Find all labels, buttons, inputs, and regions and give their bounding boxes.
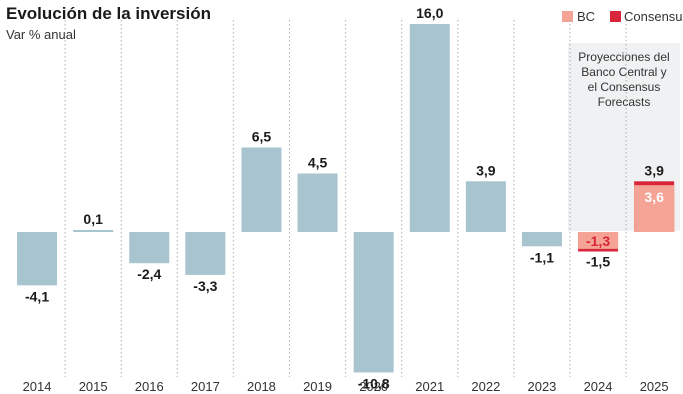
- bar-2018: [241, 147, 282, 232]
- value-label-consensus-2025: 3,9: [644, 162, 664, 178]
- bar-2015: [73, 230, 114, 232]
- bar-2017: [185, 232, 226, 275]
- value-label-2014: -4,1: [25, 288, 49, 304]
- value-label-2018: 6,5: [252, 129, 272, 145]
- value-label-bc-2025: 3,6: [644, 189, 664, 205]
- projection-note: Proyecciones del Banco Central y el Cons…: [578, 50, 669, 109]
- chart-subtitle: Var % anual: [6, 27, 76, 42]
- projection-note-line: Forecasts: [598, 95, 651, 109]
- value-label-2015: 0,1: [83, 211, 103, 227]
- x-tick-label: 2017: [191, 379, 220, 394]
- value-label-2021: 16,0: [416, 5, 443, 21]
- chart-title: Evolución de la inversión: [6, 4, 211, 23]
- bar-2023: [521, 232, 562, 247]
- legend: BC Consensus: [562, 9, 683, 24]
- legend-swatch-consensus: [610, 11, 621, 22]
- bar-2019: [297, 173, 338, 232]
- x-tick-label: 2015: [79, 379, 108, 394]
- x-tick-label: 2018: [247, 379, 276, 394]
- bar-2016: [129, 232, 170, 264]
- projection-note-line: Proyecciones del: [578, 50, 669, 64]
- x-axis-ticks: 2014 2015 2016 2017 2018 2019 2020 2021 2022 2023…: [23, 379, 669, 394]
- value-label-2023: -1,1: [530, 249, 554, 265]
- x-tick-label: 2019: [303, 379, 332, 394]
- value-label-2020: -10,8: [358, 375, 390, 391]
- x-tick-label: 2014: [23, 379, 52, 394]
- value-label-2017: -3,3: [193, 278, 217, 294]
- value-label-2019: 4,5: [308, 155, 328, 171]
- x-tick-label: 2025: [640, 379, 669, 394]
- bar-bc-2024: [578, 232, 619, 249]
- x-tick-label: 2023: [527, 379, 556, 394]
- legend-label-bc: BC: [577, 9, 595, 24]
- bar-2022: [465, 181, 506, 232]
- value-label-2016: -2,4: [137, 266, 161, 282]
- value-label-2022: 3,9: [476, 162, 496, 178]
- projection-note-line: Banco Central y: [581, 65, 666, 79]
- bar-2014: [17, 232, 58, 286]
- bar-2021: [409, 24, 450, 232]
- bar-2020: [353, 232, 394, 373]
- x-tick-label: 2022: [471, 379, 500, 394]
- x-tick-label: 2020: [359, 379, 388, 394]
- bars: [17, 24, 675, 373]
- x-tick-label: 2016: [135, 379, 164, 394]
- projection-note-line: el Consensus: [588, 80, 661, 94]
- x-tick-label: 2024: [584, 379, 613, 394]
- value-label-consensus-2024: -1,5: [586, 254, 610, 270]
- legend-swatch-bc: [562, 11, 573, 22]
- x-tick-label: 2021: [415, 379, 444, 394]
- value-labels: -4,1 0,1 -2,4 -3,3 6,5 4,5 -10,8 16,0 3,9 -1,1 -1,…: [25, 5, 664, 391]
- bar-bc-2025: [634, 185, 675, 232]
- value-label-bc-2024: -1,3: [586, 233, 610, 249]
- legend-label-consensus: Consensus: [624, 9, 683, 24]
- column-separators: [64, 20, 627, 377]
